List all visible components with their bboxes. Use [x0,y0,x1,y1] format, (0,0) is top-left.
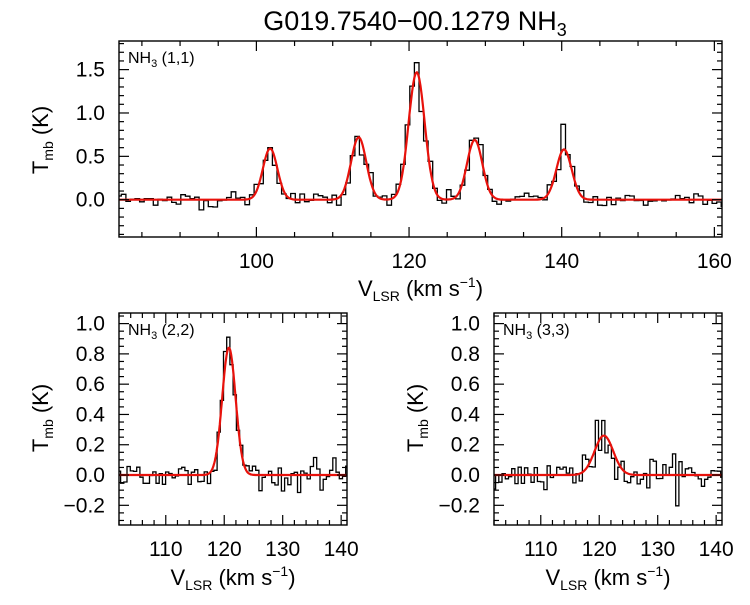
y-tick-label: −0.2 [64,494,105,517]
axes-frame [118,40,723,238]
y-tick-label: 1.0 [76,313,105,336]
panel-bottom-right: 110 120 130 140 −0.2 0.0 0.2 0.4 0.6 0.8 1.0 NH3 (3… [403,312,734,593]
x-tick-label: 140 [699,538,734,561]
y-tick-label: 0.8 [76,343,105,366]
x-tick-label: 120 [582,538,617,561]
x-tick-label: 110 [149,538,182,561]
y-tick-label: 0.0 [76,189,105,212]
fit-curve-line [494,434,722,477]
y-tick-label: 0.5 [76,145,105,168]
y-tick-label: 0.2 [451,434,480,457]
y-tick-label: 0.0 [76,464,105,487]
y-tick-label: 0.6 [76,373,105,396]
observed-spectrum-line [494,419,722,507]
y-tick-label: 0.2 [76,434,105,457]
x-tick-label: 160 [697,250,732,273]
x-tick-label: 120 [392,250,427,273]
y-axis-title: Tmb (K) [28,106,56,174]
x-axis-title: VLSR (km s−1) [170,563,295,593]
x-tick-label: 140 [324,538,359,561]
panel-label: NH3 (3,3) [503,322,570,342]
x-tick-label: 110 [524,538,557,561]
fit-curve-line [119,346,347,477]
panel-top: 100 120 140 160 0.0 0.5 1.0 1.5 NH3 (1,1) VLSR (k… [28,40,732,304]
y-tick-label: 1.0 [451,313,480,336]
x-axis-title: VLSR (km s−1) [545,563,670,593]
observed-spectrum-line [119,336,347,494]
panel-label: NH3 (2,2) [128,322,195,342]
panel-label: NH3 (1,1) [128,50,195,70]
figure-title: G019.7540−00.1279 NH3 [263,6,567,40]
y-tick-label: 0.6 [451,373,480,396]
y-tick-label: 0.4 [76,403,106,426]
axes-frame [493,312,723,526]
panel-bottom-left: 110 120 130 140 −0.2 0.0 0.2 0.4 0.6 0.8 1.0 NH3 (2… [28,312,359,593]
x-axis-title: VLSR (km s−1) [358,274,483,304]
y-axis-title: Tmb (K) [403,384,431,452]
x-tick-label: 140 [544,250,579,273]
y-tick-label: 0.0 [451,464,480,487]
y-tick-label: 1.5 [76,59,105,82]
x-tick-label: 120 [207,538,242,561]
x-tick-label: 130 [265,538,300,561]
x-tick-label: 100 [239,250,274,273]
y-tick-label: 1.0 [76,102,105,125]
y-tick-label: 0.8 [451,343,480,366]
y-axis-title: Tmb (K) [28,384,56,452]
y-tick-label: −0.2 [439,494,480,517]
x-tick-label: 130 [640,538,675,561]
axes-frame [118,312,348,526]
fit-curve-line [119,70,722,201]
y-tick-label: 0.4 [451,403,481,426]
